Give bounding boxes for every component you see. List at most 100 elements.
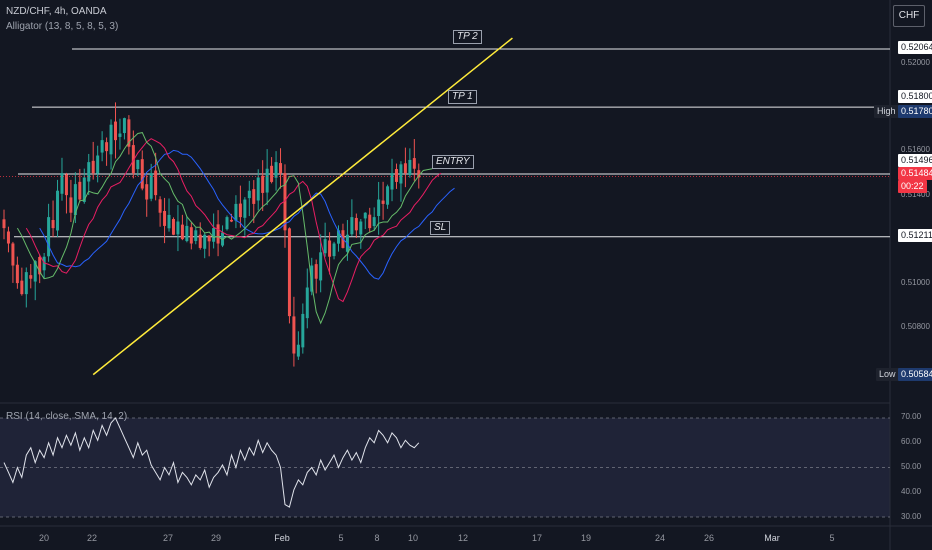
- candle-body: [42, 256, 46, 271]
- candle-body: [332, 243, 336, 257]
- candle-body: [310, 265, 314, 292]
- candle-body: [185, 225, 189, 242]
- time-label-10: 10: [407, 533, 419, 543]
- candle-body: [238, 203, 242, 218]
- low-label-tag: Low: [876, 368, 899, 381]
- candle-body: [91, 160, 95, 174]
- candle-body: [270, 165, 274, 182]
- candle-body: [399, 164, 403, 184]
- candle-body: [363, 212, 367, 219]
- candle-body: [82, 177, 86, 202]
- rsi-line: [3, 417, 420, 508]
- candle-body: [38, 256, 42, 275]
- sl-label: SL: [430, 221, 451, 235]
- tp1-price-tag: 0.51800: [898, 90, 932, 103]
- candle-body: [372, 217, 376, 227]
- rsi-tick-60: 60.00: [901, 437, 922, 446]
- rsi-tick-30: 30.00: [901, 512, 922, 521]
- candle-body: [247, 190, 251, 199]
- candle-body: [287, 228, 291, 317]
- candle-body: [328, 240, 332, 257]
- rsi-tick-70: 70.00: [901, 412, 922, 421]
- candle-body: [207, 235, 211, 242]
- candle-body: [122, 118, 126, 134]
- time-label-22: 22: [86, 533, 98, 543]
- rsi-tick-50: 50.00: [901, 462, 922, 471]
- trendline: [92, 37, 513, 376]
- time-label-20: 20: [38, 533, 50, 543]
- candle-body: [296, 344, 300, 357]
- candle-body: [20, 280, 24, 295]
- alligator-indicator-label[interactable]: Alligator (13, 8, 5, 8, 5, 3): [6, 21, 119, 32]
- time-label-mar: Mar: [764, 533, 780, 543]
- candle-body: [149, 173, 153, 199]
- candle-body: [386, 186, 390, 205]
- price-tick-0-50800: 0.50800: [901, 322, 930, 331]
- candle-body: [180, 224, 184, 240]
- candle-body: [337, 230, 340, 244]
- candle-body: [118, 133, 122, 137]
- candle-body: [15, 264, 19, 284]
- candle-body: [265, 168, 269, 193]
- candle-body: [154, 170, 158, 196]
- candle-body: [261, 175, 265, 193]
- candle-body: [354, 217, 358, 231]
- candle-body: [377, 199, 381, 216]
- sl-price-tag: 0.51211: [898, 229, 932, 242]
- time-label-17: 17: [531, 533, 543, 543]
- candle-body: [51, 220, 55, 229]
- time-label-5: 5: [338, 533, 344, 543]
- last-price-tag: 0.51484: [898, 167, 932, 180]
- candle-body: [252, 189, 256, 204]
- candle-body: [29, 275, 33, 279]
- candle-body: [381, 200, 385, 204]
- candle-body: [279, 163, 283, 174]
- candle-body: [234, 203, 238, 221]
- candle-body: [274, 162, 278, 178]
- candle-body: [203, 234, 207, 249]
- candle-body: [167, 214, 171, 229]
- candle-body: [216, 224, 220, 244]
- candle-body: [350, 217, 354, 235]
- candle-body: [47, 217, 51, 257]
- high-label-tag: High: [874, 105, 899, 118]
- candle-body: [78, 181, 82, 200]
- chart-symbol-title: NZD/CHF, 4h, OANDA: [6, 6, 107, 17]
- rsi-indicator-label[interactable]: RSI (14, close, SMA, 14, 2): [6, 411, 128, 422]
- candle-body: [6, 231, 10, 244]
- candle-body: [87, 162, 91, 182]
- alligator-jaw-line: [39, 149, 455, 280]
- time-label-feb: Feb: [274, 533, 290, 543]
- candle-body: [368, 214, 372, 229]
- time-label-19: 19: [580, 533, 592, 543]
- tp1-label: TP 1: [448, 90, 477, 104]
- tp2-price-tag: 0.52064: [898, 41, 932, 54]
- candle-body: [403, 163, 407, 174]
- countdown-tag: 00:22: [898, 180, 927, 193]
- time-label-8: 8: [374, 533, 380, 543]
- candle-body: [176, 221, 180, 235]
- price-tick-0-51000: 0.51000: [901, 278, 930, 287]
- candle-body: [198, 234, 202, 248]
- candle-body: [100, 140, 104, 153]
- candle-body: [283, 173, 287, 231]
- entry-label: ENTRY: [432, 155, 474, 169]
- candle-body: [256, 177, 260, 201]
- candle-body: [194, 230, 198, 241]
- candle-body: [292, 316, 296, 354]
- candle-body: [305, 287, 309, 319]
- price-tick-0-51600: 0.51600: [901, 145, 930, 154]
- candle-body: [105, 142, 109, 152]
- alligator-teeth-line: [25, 138, 442, 303]
- candle-body: [145, 184, 149, 200]
- time-label-24: 24: [654, 533, 666, 543]
- time-label-29: 29: [210, 533, 222, 543]
- candle-body: [412, 158, 416, 169]
- candle-body: [171, 218, 175, 235]
- candle-body: [417, 170, 421, 178]
- candle-body: [64, 174, 68, 196]
- currency-button[interactable]: CHF: [893, 5, 925, 27]
- price-tick-0-52000: 0.52000: [901, 58, 930, 67]
- candle-body: [96, 155, 100, 174]
